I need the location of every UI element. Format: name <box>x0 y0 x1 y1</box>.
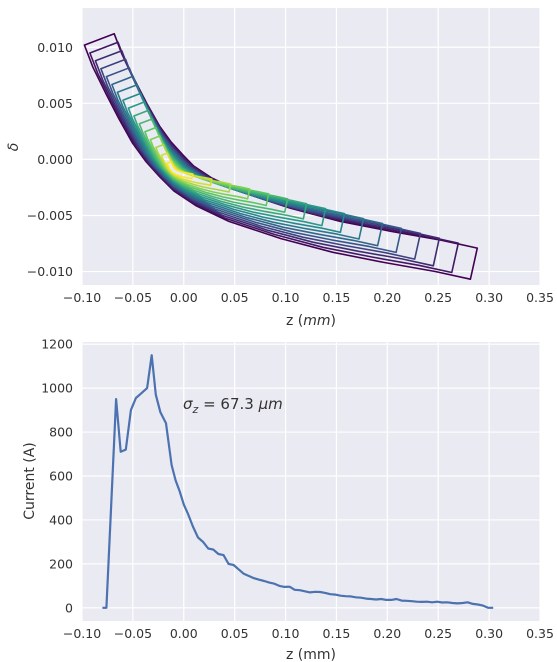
p1-x-tick-label: 0.15 <box>323 290 351 305</box>
p2-x-tick-label: 0.05 <box>221 626 249 641</box>
p1-y-tick-label: 0.010 <box>37 40 73 55</box>
p2-x-tick-label: 0.25 <box>424 626 452 641</box>
p2-x-tick-label: 0.30 <box>475 626 503 641</box>
bottom-line-panel: −0.10 −0.05 0.00 0.05 0.10 0.15 0.20 0.25 0.30 0.… <box>22 337 554 662</box>
p2-y-tick-label: 800 <box>49 425 73 440</box>
p2-y-tick-label: 200 <box>49 556 73 571</box>
p2-y-tick-label: 1200 <box>41 337 73 352</box>
p2-x-tick-label: 0.10 <box>272 626 300 641</box>
top-x-tick-labels: −0.10 −0.05 0.00 0.05 0.10 0.15 0.20 0.25 0.30 0.… <box>63 290 554 305</box>
p1-x-tick-label: 0.20 <box>373 290 401 305</box>
top-y-tick-labels: −0.010 −0.005 0.000 0.005 0.010 <box>27 40 73 279</box>
p2-y-tick-label: 0 <box>65 600 73 615</box>
p1-x-tick-label: 0.05 <box>221 290 249 305</box>
sigma-annotation: σz = 67.3 μm <box>183 395 283 416</box>
current-profile-line <box>102 354 494 609</box>
p1-x-tick-label: −0.10 <box>63 290 101 305</box>
p1-y-tick-label: −0.005 <box>27 208 73 223</box>
p1-x-tick-label: −0.05 <box>114 290 152 305</box>
top-x-axis-label: z (mm) <box>286 313 336 329</box>
p1-x-tick-label: 0.00 <box>170 290 198 305</box>
p2-x-tick-label: 0.20 <box>373 626 401 641</box>
bottom-plot-area <box>82 342 540 621</box>
current-line-series <box>102 354 494 609</box>
p2-x-tick-label: −0.05 <box>114 626 152 641</box>
top-gridlines <box>81 8 541 285</box>
p1-x-tick-label: 0.25 <box>424 290 452 305</box>
top-y-axis-label: δ <box>6 143 22 152</box>
p1-y-tick-label: 0.005 <box>37 96 73 111</box>
p1-x-tick-label: 0.30 <box>475 290 503 305</box>
p2-x-tick-label: −0.10 <box>63 626 101 641</box>
p2-x-tick-label: 0.00 <box>170 626 198 641</box>
p1-x-tick-label: 0.10 <box>272 290 300 305</box>
p2-y-tick-label: 1000 <box>41 381 73 396</box>
p2-x-tick-label: 0.15 <box>323 626 351 641</box>
p1-y-tick-label: −0.010 <box>27 264 73 279</box>
bottom-y-axis-label: Current (A) <box>22 442 38 520</box>
p1-y-tick-label: 0.000 <box>37 152 73 167</box>
top-contour-panel: −0.10 −0.05 0.00 0.05 0.10 0.15 0.20 0.25 0.30 0.… <box>6 8 554 329</box>
top-contours <box>83 32 479 280</box>
bottom-y-tick-labels: 0 200 400 600 800 1000 1200 <box>41 337 73 616</box>
bottom-x-tick-labels: −0.10 −0.05 0.00 0.05 0.10 0.15 0.20 0.25 0.30 0.… <box>63 626 554 641</box>
p2-y-tick-label: 600 <box>49 469 73 484</box>
bottom-gridlines <box>81 342 541 621</box>
p2-y-tick-label: 400 <box>49 512 73 527</box>
p2-x-tick-label: 0.35 <box>526 626 554 641</box>
bottom-x-axis-label: z (mm) <box>286 647 336 662</box>
p1-x-tick-label: 0.35 <box>526 290 554 305</box>
density-contour-level <box>166 160 194 180</box>
